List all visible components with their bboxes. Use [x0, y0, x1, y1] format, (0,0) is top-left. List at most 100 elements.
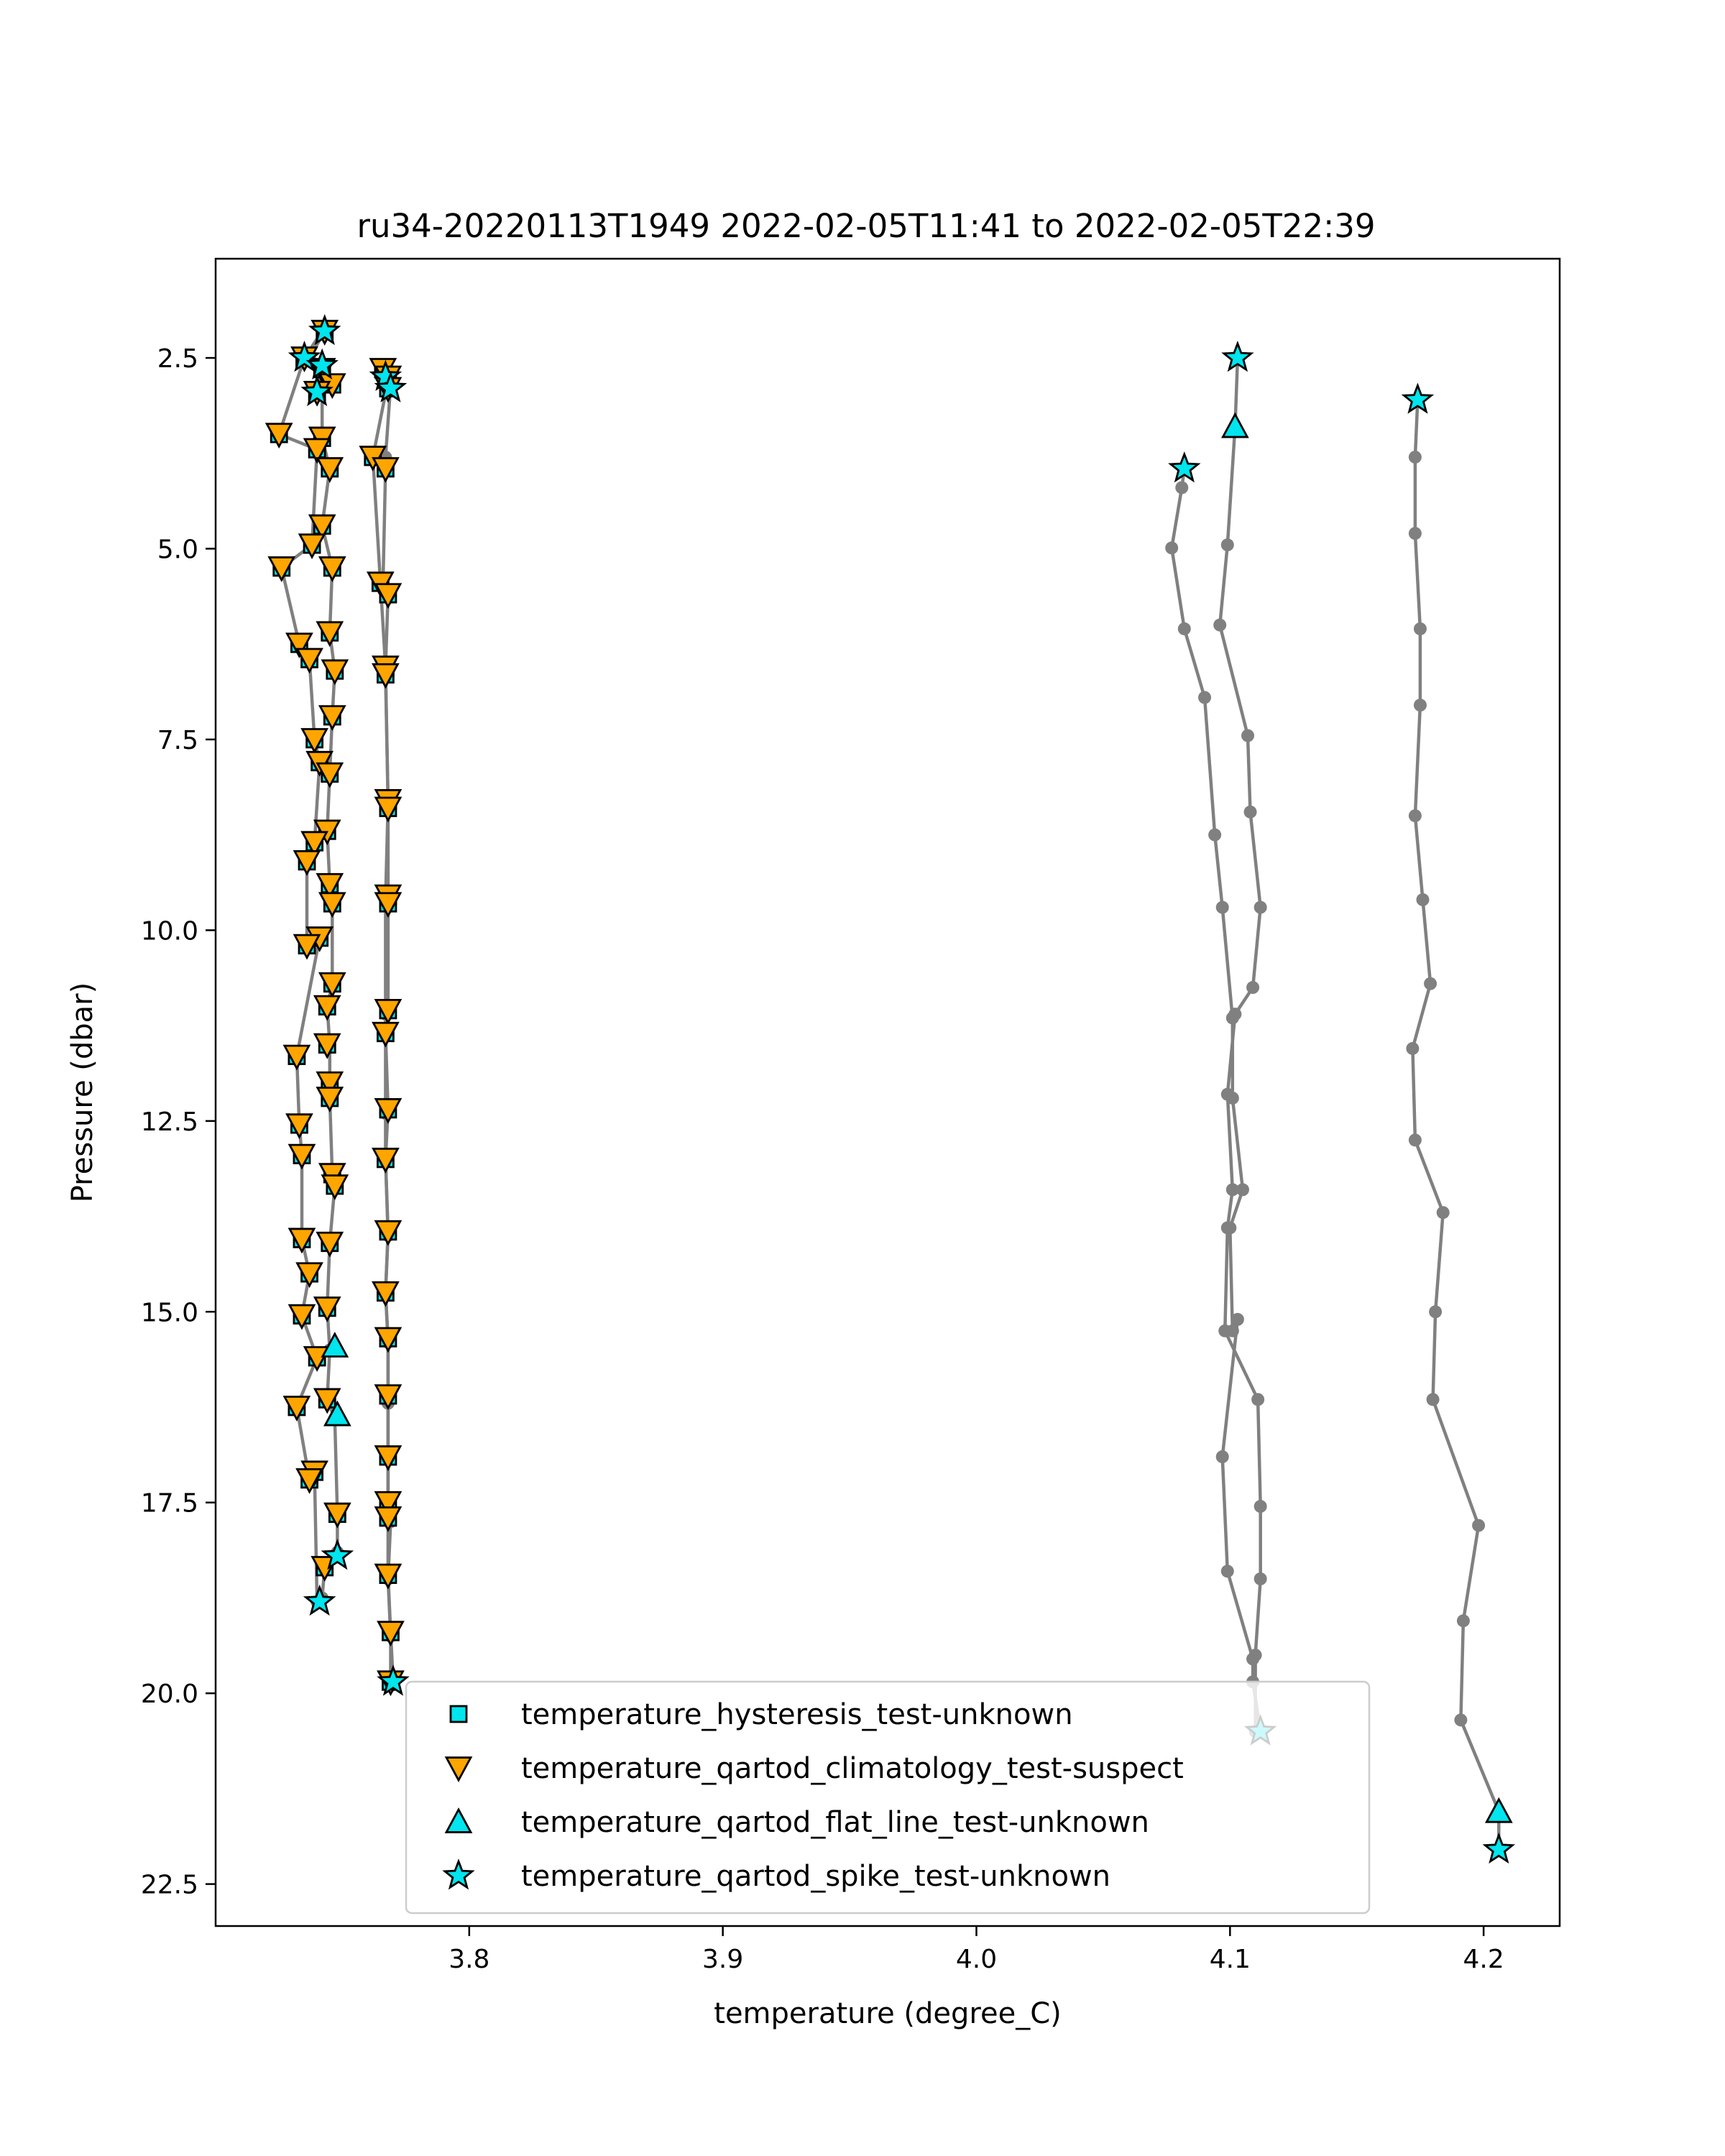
plot-area: [264, 313, 1516, 1864]
data-point: [1225, 1011, 1239, 1025]
data-point: [1225, 1324, 1239, 1337]
data-point: [1424, 977, 1438, 990]
data-point: [1236, 1183, 1249, 1197]
data-point: [1213, 618, 1227, 632]
flag-marker-triangle-down: [318, 892, 346, 918]
data-point: [1198, 691, 1212, 704]
flag-marker-star: [1401, 382, 1435, 414]
data-point: [1165, 541, 1179, 555]
flag-marker-triangle-down: [303, 438, 331, 464]
flag-marker-triangle-down: [318, 556, 346, 582]
profile-line-6: [1169, 468, 1262, 1732]
y-tick-label: 7.5: [157, 726, 198, 755]
flag-marker-triangle-down: [374, 1445, 402, 1471]
flag-marker-star: [1168, 451, 1201, 483]
data-point: [1254, 900, 1267, 914]
flag-marker-triangle-down: [316, 457, 344, 483]
chart-title: ru34-20220113T1949 2022-02-05T11:41 to 2…: [356, 207, 1375, 245]
flag-marker-triangle-down: [374, 1098, 402, 1124]
legend-label: temperature_hysteresis_test-unknown: [521, 1698, 1073, 1731]
flag-marker-triangle-down: [288, 1304, 316, 1330]
flag-marker-triangle-down: [374, 1384, 402, 1411]
profile-line-7: [1411, 400, 1501, 1850]
flag-marker-star: [1221, 341, 1254, 372]
legend-marker-square: [449, 1705, 468, 1723]
flag-marker-triangle-down: [316, 1087, 344, 1112]
x-tick-label: 3.8: [448, 1945, 489, 1974]
flag-marker-triangle-down: [293, 849, 321, 876]
data-point: [1472, 1519, 1486, 1532]
data-point: [1208, 828, 1222, 842]
flag-marker-triangle-down: [293, 934, 321, 960]
flag-marker-triangle-down: [285, 1113, 313, 1140]
data-point: [1408, 451, 1422, 464]
data-point: [1220, 1565, 1234, 1578]
data-point: [1416, 893, 1430, 906]
flag-marker-triangle-down: [316, 621, 344, 648]
x-tick-label: 4.0: [956, 1945, 997, 1974]
data-point: [1408, 527, 1422, 540]
y-tick-label: 5.0: [157, 535, 198, 564]
axes-frame: [214, 257, 1561, 1927]
flag-marker-triangle-down: [288, 1143, 316, 1170]
flag-marker-triangle-down: [295, 1468, 323, 1494]
data-point: [1426, 1393, 1440, 1406]
flag-marker-triangle-down: [374, 1491, 402, 1517]
y-tick-label: 10.0: [141, 916, 198, 946]
flag-marker-triangle-down: [300, 728, 328, 754]
legend-marker-triangle-down: [444, 1756, 473, 1782]
flag-marker-triangle-down: [313, 1296, 341, 1322]
data-point: [1177, 622, 1191, 635]
flag-marker-triangle-up: [1221, 412, 1249, 438]
flag-marker-triangle-down: [374, 1563, 402, 1590]
data-point: [1251, 1393, 1265, 1406]
data-point: [1223, 1221, 1237, 1235]
flag-marker-triangle-down: [300, 831, 328, 857]
flag-marker-triangle-down: [372, 1021, 400, 1048]
data-point: [1254, 1500, 1267, 1514]
x-tick-label: 4.2: [1463, 1945, 1504, 1974]
flag-marker-triangle-down: [374, 999, 402, 1025]
flag-marker-star: [300, 374, 334, 407]
flag-marker-triangle-down: [377, 1621, 405, 1647]
flag-marker-triangle-down: [267, 556, 296, 582]
flag-marker-triangle-down: [372, 1281, 400, 1307]
flag-marker-star: [308, 313, 341, 346]
flag-marker-triangle-down: [318, 972, 346, 998]
legend-frame: [405, 1680, 1371, 1915]
data-point: [1175, 481, 1189, 494]
flag-marker-triangle-down: [374, 796, 402, 823]
data-point: [1243, 805, 1257, 819]
flag-marker-star: [374, 371, 408, 402]
flag-marker-triangle-down: [374, 1506, 402, 1532]
flag-marker-star: [321, 1539, 354, 1570]
data-point: [1246, 1652, 1260, 1666]
flag-marker-triangle-down: [285, 632, 313, 659]
data-point: [1454, 1713, 1468, 1727]
data-point: [1406, 1041, 1420, 1055]
flag-marker-triangle-down: [374, 583, 402, 609]
legend: temperature_hysteresis_test-unknowntempe…: [405, 1680, 1371, 1915]
flag-marker-star: [1482, 1832, 1516, 1864]
flag-marker-triangle-down: [298, 533, 326, 560]
data-point: [1241, 729, 1255, 742]
legend-label: temperature_qartod_climatology_test-susp…: [521, 1752, 1184, 1785]
legend-marker-star: [442, 1858, 475, 1890]
y-tick-label: 12.5: [141, 1107, 198, 1137]
flag-marker-triangle-up: [321, 1332, 349, 1358]
flag-marker-triangle-down: [264, 423, 293, 449]
flag-marker-triangle-down: [316, 1231, 344, 1258]
flag-marker-triangle-down: [321, 659, 349, 686]
axis-ticks: 3.8 3.9 4.0 4.1 4.2 2.5 5.0 7.5 10.0 12.5 15.0 17.5…: [141, 344, 1504, 1974]
flag-marker-triangle-down: [313, 1033, 341, 1059]
legend-marker-triangle-up: [444, 1807, 473, 1833]
x-axis-label: temperature (degree_C): [714, 1997, 1061, 2030]
data-point: [1254, 1572, 1267, 1585]
flag-marker-triangle-down: [295, 648, 323, 674]
data-point: [1408, 1133, 1422, 1147]
data-point: [1436, 1206, 1450, 1220]
x-tick-label: 4.1: [1210, 1945, 1251, 1974]
data-point: [1225, 1091, 1239, 1105]
flag-marker-star: [288, 341, 321, 372]
legend-label: temperature_qartod_flat_line_test-unknow…: [521, 1806, 1149, 1839]
